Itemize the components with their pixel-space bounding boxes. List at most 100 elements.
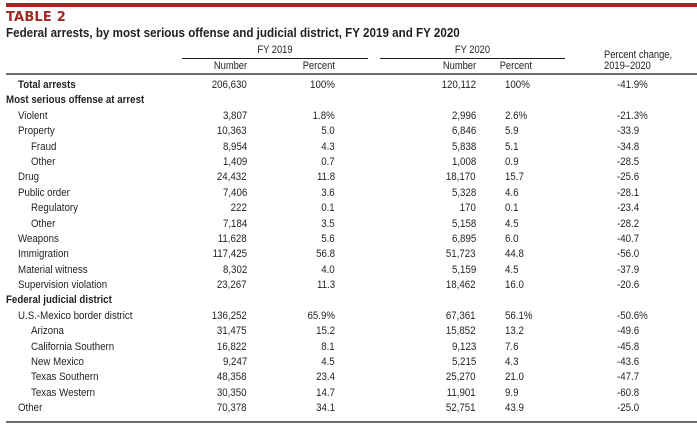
table-row: Property 10,363 5.0 6,846 5.9 -33.9	[0, 124, 697, 139]
row-label: Texas Western	[31, 386, 96, 399]
fy2019-number: 8,954	[222, 140, 247, 153]
fy2019-percent: 5.6	[321, 232, 335, 245]
fy2020-number: 52,751	[446, 402, 476, 415]
percent-change: -56.0	[617, 248, 640, 261]
fy2019-percent: 0.1	[321, 202, 335, 215]
fy2020-percent: 56.1%	[505, 309, 533, 322]
fy2019-percent: 0.7	[321, 155, 335, 168]
row-label: Public order	[18, 186, 70, 199]
percent-change: -45.8	[617, 340, 640, 353]
fy2020-number: 5,159	[451, 263, 476, 276]
row-label: Total arrests	[18, 79, 76, 91]
row-label: Other	[18, 402, 43, 415]
row-label: Most serious offense at arrest	[6, 94, 145, 107]
fy2020-percent: 15.7	[505, 171, 524, 184]
percent-change: -37.9	[617, 263, 640, 276]
fy2020-number: 5,215	[451, 356, 476, 369]
fy2020-percent: 44.8	[505, 248, 524, 261]
header-fy2020: FY 2020	[454, 44, 491, 56]
header-percent-2019: Percent	[302, 60, 335, 72]
fy2020-number: 11,901	[447, 386, 476, 399]
fy2020-percent: 4.5	[505, 263, 519, 276]
fy2020-percent: 7.6	[505, 340, 519, 353]
table-row: Texas Western 30,350 14.7 11,901 9.9 -60.8	[0, 386, 697, 401]
header-bottom-rule	[6, 73, 697, 75]
fy2019-number: 9,247	[222, 356, 247, 369]
row-label: Weapons	[18, 232, 59, 245]
fy2019-number: 10,363	[217, 125, 247, 138]
percent-change: -43.6	[617, 356, 640, 369]
table-title: Federal arrests, by most serious offense…	[6, 26, 460, 40]
table-row: New Mexico 9,247 4.5 5,215 4.3 -43.6	[0, 355, 697, 370]
header-number-2019: Number	[213, 60, 247, 72]
fy2019-percent: 34.1	[316, 402, 335, 415]
fy2019-percent: 23.4	[316, 371, 335, 384]
percent-change: -33.9	[617, 125, 640, 138]
percent-change: -60.8	[617, 386, 640, 399]
fy2019-number: 222	[230, 202, 247, 215]
fy2019-percent: 8.1	[321, 340, 335, 353]
table-label: TABLE 2	[6, 10, 66, 25]
fy2020-number: 6,895	[451, 232, 476, 245]
row-label: California Southern	[31, 340, 115, 353]
fy2020-number: 5,158	[451, 217, 476, 230]
fy2020-percent: 16.0	[505, 279, 524, 292]
row-label: Arizona	[31, 325, 64, 338]
fy2020-percent: 2.6%	[505, 109, 528, 122]
fy2020-percent: 9.9	[505, 386, 519, 399]
row-label: Regulatory	[31, 202, 78, 215]
fy2019-number: 117,425	[212, 248, 247, 261]
fy2020-number: 170	[459, 202, 476, 215]
fy2020-percent: 6.0	[505, 232, 519, 245]
fy2019-percent: 4.3	[321, 140, 335, 153]
table-row: Texas Southern 48,358 23.4 25,270 21.0 -47.7	[0, 370, 697, 385]
fy2020-percent: 13.2	[505, 325, 524, 338]
row-label: New Mexico	[31, 356, 84, 369]
fy2019-percent: 14.7	[316, 386, 335, 399]
percent-change: -28.5	[617, 155, 640, 168]
fy2020-number: 5,838	[451, 140, 476, 153]
percent-change: -28.1	[617, 186, 640, 199]
table-row: U.S.-Mexico border district 136,252 65.9% 6…	[0, 309, 697, 324]
table-row: Arizona 31,475 15.2 15,852 13.2 -49.6	[0, 324, 697, 339]
table-row: Weapons 11,628 5.6 6,895 6.0 -40.7	[0, 232, 697, 247]
fy2020-percent: 0.1	[505, 202, 519, 215]
fy2019-percent: 11.3	[316, 279, 335, 292]
fy2020-percent: 100%	[505, 79, 530, 91]
percent-change: -28.2	[617, 217, 640, 230]
table-row: Fraud 8,954 4.3 5,838 5.1 -34.8	[0, 140, 697, 155]
table-row: Public order 7,406 3.6 5,328 4.6 -28.1	[0, 186, 697, 201]
row-label: Drug	[18, 171, 40, 184]
fy2020-number: 15,852	[446, 325, 476, 338]
header-fy2020-rule	[380, 58, 565, 59]
fy2019-number: 8,302	[222, 263, 247, 276]
fy2019-percent: 3.6	[321, 186, 335, 199]
fy2020-percent: 0.9	[505, 155, 519, 168]
percent-change: -21.3%	[617, 109, 648, 122]
percent-change: -40.7	[617, 232, 640, 245]
percent-change: -25.0	[617, 402, 640, 415]
row-label: Federal judicial district	[6, 294, 112, 307]
row-label: Immigration	[18, 248, 69, 261]
fy2020-number: 18,170	[446, 171, 476, 184]
percent-change: -34.8	[617, 140, 640, 153]
header-change-line2: 2019–2020	[604, 60, 651, 72]
fy2019-percent: 11.8	[316, 171, 335, 184]
fy2019-percent: 100%	[310, 79, 335, 91]
fy2020-number: 51,723	[446, 248, 476, 261]
fy2020-percent: 5.1	[505, 140, 519, 153]
fy2020-percent: 21.0	[505, 371, 524, 384]
fy2020-percent: 5.9	[505, 125, 519, 138]
top-accent-bar	[6, 3, 697, 7]
fy2020-percent: 4.6	[505, 186, 519, 199]
row-label: Property	[18, 125, 55, 138]
fy2020-number: 1,008	[451, 155, 476, 168]
percent-change: -47.7	[617, 371, 640, 384]
fy2020-number: 5,328	[451, 186, 476, 199]
fy2020-percent: 4.3	[505, 356, 519, 369]
fy2020-percent: 4.5	[505, 217, 519, 230]
row-label: Violent	[18, 109, 48, 122]
fy2019-percent: 56.8	[316, 248, 335, 261]
row-label: Other	[31, 155, 56, 168]
fy2019-number: 48,358	[217, 371, 247, 384]
